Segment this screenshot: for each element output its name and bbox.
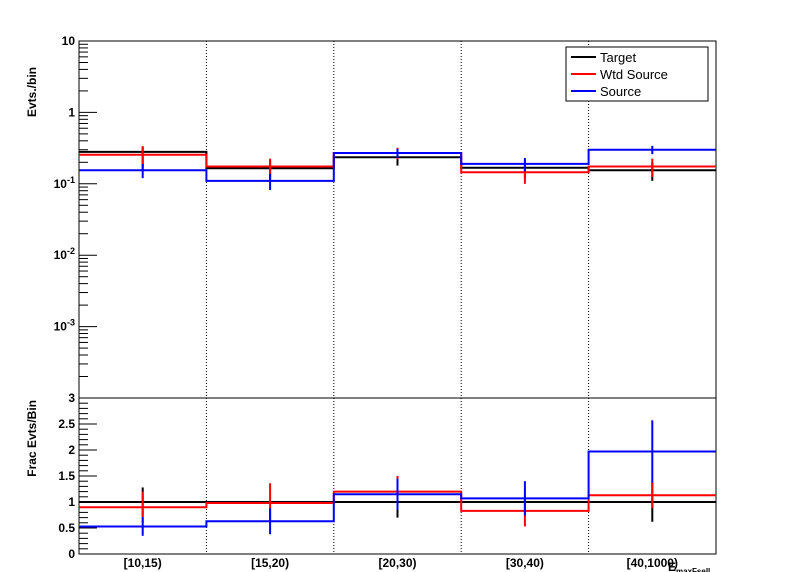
legend-label-1: Wtd Source (600, 67, 668, 82)
bottom-y-axis-title: Frac Evts/Bin (25, 400, 39, 477)
top-y-tick-base: 10 (62, 34, 76, 48)
top-y-tick-base: 10 (54, 320, 68, 334)
x-axis-title: EmaxFsell (668, 560, 710, 572)
top-y-axis-title: Evts./bin (25, 67, 39, 117)
top-y-tick-label: 10-2 (54, 246, 75, 262)
top-y-tick-base: 1 (68, 105, 75, 119)
top-y-tick-label: 10-1 (54, 175, 75, 191)
top-y-tick-label: 10 (62, 34, 76, 48)
x-tick-label: [30,40) (506, 556, 544, 570)
top-y-tick-exponent: -1 (67, 175, 75, 185)
bottom-y-tick-label: 0.5 (58, 521, 75, 535)
bottom-y-tick-label: 1 (68, 495, 75, 509)
bottom-y-tick-label: 2 (68, 443, 75, 457)
x-tick-label: [15,20) (251, 556, 289, 570)
bottom-y-tick-label: 0 (68, 547, 75, 561)
legend-label-0: Target (600, 50, 637, 65)
bottom-y-tick-label: 3 (68, 391, 75, 405)
x-axis-title-subscript: maxFsell (676, 567, 710, 572)
top-y-tick-base: 10 (54, 248, 68, 262)
x-tick-label: [20,30) (378, 556, 416, 570)
top-y-tick-exponent: -3 (67, 318, 75, 328)
top-y-tick-exponent: -2 (67, 246, 75, 256)
top-y-tick-base: 10 (54, 177, 68, 191)
bottom-y-tick-label: 1.5 (58, 469, 75, 483)
x-axis-title-main: E (668, 560, 676, 572)
x-tick-label: [10,15) (124, 556, 162, 570)
bottom-panel: 0 0.5 1 1.5 2 2.5 3 Frac Evts/Bin [10,15) [15,20)… (25, 391, 717, 572)
top-y-tick-label: 10-3 (54, 318, 75, 334)
bottom-y-tick-label: 2.5 (58, 417, 75, 431)
x-tick-label: [40,1000) (627, 556, 678, 570)
top-y-tick-label: 1 (68, 105, 75, 119)
legend-label-2: Source (600, 84, 641, 99)
legend: Target Wtd Source Source (565, 46, 709, 102)
